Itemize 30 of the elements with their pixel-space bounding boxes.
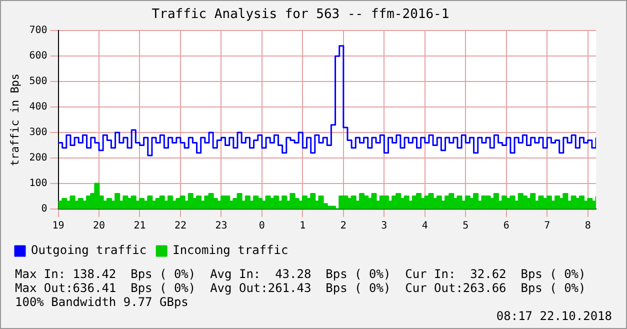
x-tick-label: 1: [300, 220, 306, 232]
chart-title: Traffic Analysis for 563 -- ffm-2016-1: [152, 7, 450, 22]
x-tick-label: 19: [52, 220, 64, 232]
text: 08:17 22.10.2018: [495, 309, 612, 323]
y-tick-label: 400: [29, 102, 48, 113]
y-tick-label: 700: [29, 25, 48, 36]
y-tick-label: 500: [29, 76, 48, 88]
x-tick-label: 6: [503, 220, 510, 232]
x-tick-label: 21: [134, 220, 146, 232]
legend-label: Incoming traffic: [172, 243, 288, 258]
x-tick-label: 2: [340, 220, 346, 232]
x-tick-label: 22: [174, 220, 186, 232]
x-tick-label: 5: [462, 220, 469, 232]
y-tick-label: 300: [29, 127, 48, 138]
y-tick-label: 600: [29, 50, 48, 62]
y-tick-label: 100: [29, 178, 48, 190]
x-tick-label: 20: [92, 220, 106, 232]
x-tick-label: 8: [584, 220, 591, 232]
text: 100% Bandwidth 9.77 GBps: [15, 295, 190, 309]
legend-label: Outgoing traffic: [31, 243, 147, 258]
x-tick-label: 0: [258, 220, 265, 232]
x-tick-label: 23: [215, 220, 228, 232]
x-tick-label: 4: [422, 220, 428, 232]
text: Max In: 138.42 Bps ( 0%) Avg In: 43.28 Bps ( 0%) Cur In: 32.62 Bps ( 0%): [15, 267, 587, 281]
y-axis-title: traffic in Bps: [8, 73, 22, 166]
x-tick-label: 7: [544, 220, 550, 232]
x-tick-label: 3: [381, 220, 388, 232]
y-tick-label: 0: [41, 204, 48, 215]
y-tick-label: 200: [29, 152, 48, 164]
text: Max Out:636.41 Bps ( 0%) Avg Out:261.43 Bps ( 0%) Cur Out:263.66 Bps ( 0%): [15, 281, 587, 295]
